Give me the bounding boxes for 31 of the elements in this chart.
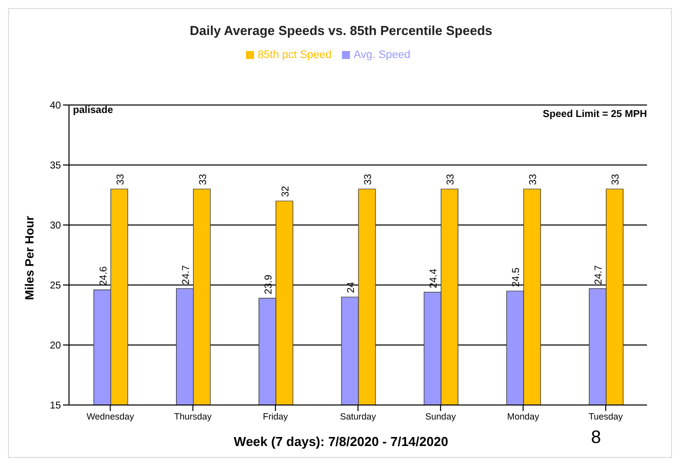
x-tick-label: Tuesday [588, 411, 624, 422]
x-tick-label: Wednesday [86, 411, 134, 422]
y-tick-label: 15 [50, 400, 62, 412]
data-label: 33 [362, 173, 374, 185]
data-label: 24.7 [594, 264, 605, 285]
annotation: palisade [73, 105, 114, 116]
y-tick-label: 35 [50, 160, 62, 172]
text: 8 [591, 427, 602, 448]
legend-label: 85th pct Speed [258, 49, 332, 61]
data-label: 33 [198, 173, 209, 185]
x-tick-label: Saturday [340, 411, 377, 422]
x-tick-label: Thursday [174, 411, 212, 422]
x-tick-label: Monday [507, 411, 540, 422]
data-label: 33 [528, 173, 540, 185]
y-axis-title: Miles Per Hour [22, 216, 36, 300]
data-label: 33 [115, 173, 126, 185]
x-tick-label: Friday [262, 411, 288, 422]
y-tick-label: 40 [50, 100, 62, 112]
chart-title: Daily Average Speeds vs. 85th Percentile Speeds [188, 23, 494, 38]
y-tick-label: 30 [50, 220, 62, 232]
annotation: Speed Limit = 25 MPH [542, 109, 647, 120]
data-label: 24.6 [98, 266, 110, 286]
data-label: 33 [446, 173, 457, 185]
y-tick-label: 25 [50, 280, 62, 292]
y-tick-label: 20 [50, 340, 62, 352]
data-label: 24.7 [180, 264, 192, 285]
x-tick-label: Sunday [425, 411, 456, 422]
x-axis-title: Week (7 days): 7/8/2020 - 7/14/2020 [234, 434, 448, 449]
data-label: 33 [610, 173, 622, 185]
legend-label: Avg. Speed [354, 49, 410, 61]
data-label: 32 [280, 185, 292, 197]
